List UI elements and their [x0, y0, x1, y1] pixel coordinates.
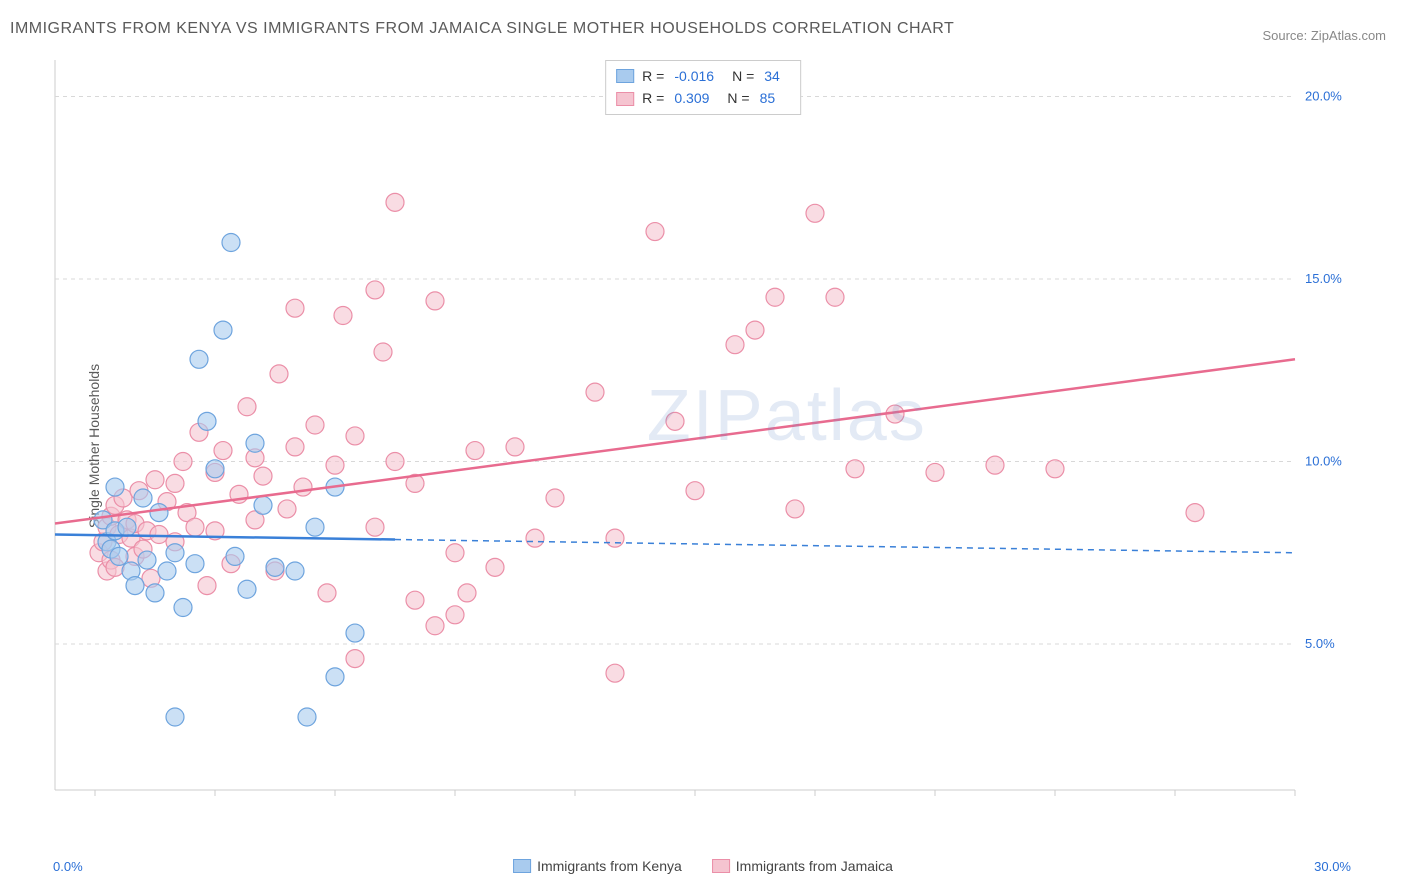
svg-text:20.0%: 20.0% — [1305, 89, 1342, 104]
legend-item-kenya: Immigrants from Kenya — [513, 858, 682, 874]
legend-item-jamaica: Immigrants from Jamaica — [712, 858, 893, 874]
stat-legend: R = -0.016 N = 34 R = 0.309 N = 85 — [605, 60, 801, 115]
swatch-jamaica — [616, 92, 634, 106]
stat-n-label: N = — [727, 87, 749, 109]
svg-text:15.0%: 15.0% — [1305, 271, 1342, 286]
legend-label-jamaica: Immigrants from Jamaica — [736, 858, 893, 874]
swatch-kenya — [616, 69, 634, 83]
scatter-chart: 5.0% 10.0% 15.0% 20.0% — [50, 55, 1350, 835]
stat-row-kenya: R = -0.016 N = 34 — [616, 65, 790, 87]
svg-text:10.0%: 10.0% — [1305, 454, 1342, 469]
bottom-legend: Immigrants from Kenya Immigrants from Ja… — [513, 858, 893, 874]
stat-n-kenya: 34 — [764, 65, 780, 87]
chart-title: IMMIGRANTS FROM KENYA VS IMMIGRANTS FROM… — [10, 20, 954, 38]
swatch-jamaica-icon — [712, 859, 730, 873]
stat-r-kenya: -0.016 — [674, 65, 714, 87]
source-label: Source: ZipAtlas.com — [1262, 28, 1386, 43]
stat-r-label: R = — [642, 87, 664, 109]
x-axis-right-label: 30.0% — [1314, 859, 1351, 874]
stat-r-label: R = — [642, 65, 664, 87]
svg-text:5.0%: 5.0% — [1305, 636, 1335, 651]
stat-row-jamaica: R = 0.309 N = 85 — [616, 87, 790, 109]
stat-n-jamaica: 85 — [760, 87, 776, 109]
x-axis-left-label: 0.0% — [53, 859, 83, 874]
stat-r-jamaica: 0.309 — [674, 87, 709, 109]
legend-label-kenya: Immigrants from Kenya — [537, 858, 682, 874]
swatch-kenya-icon — [513, 859, 531, 873]
stat-n-label: N = — [732, 65, 754, 87]
chart-container: 5.0% 10.0% 15.0% 20.0% — [50, 55, 1350, 835]
